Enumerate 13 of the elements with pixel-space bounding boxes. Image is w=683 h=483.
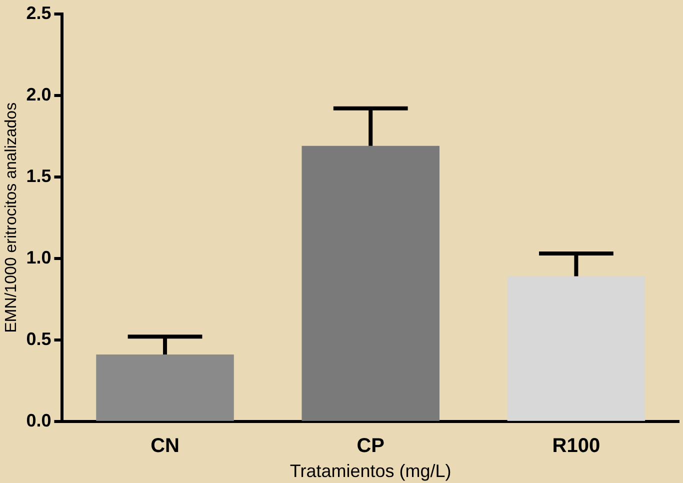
y-tick-label: 2.0	[26, 84, 52, 104]
y-tick-label: 1.5	[26, 166, 52, 186]
x-axis-title: Tratamientos (mg/L)	[290, 461, 452, 482]
x-tick-label: CP	[356, 434, 385, 457]
y-axis-title: EMN/1000 eritrocitos analizados	[3, 102, 20, 333]
bar	[302, 146, 440, 421]
bar	[507, 276, 646, 421]
y-tick-label: 0.0	[26, 410, 52, 430]
x-tick-label: R100	[552, 434, 600, 457]
x-tick-label: CN	[150, 434, 180, 457]
y-tick-label: 2.5	[26, 2, 52, 23]
y-tick-label: 0.5	[26, 328, 52, 349]
y-tick-label: 1.0	[26, 247, 52, 268]
